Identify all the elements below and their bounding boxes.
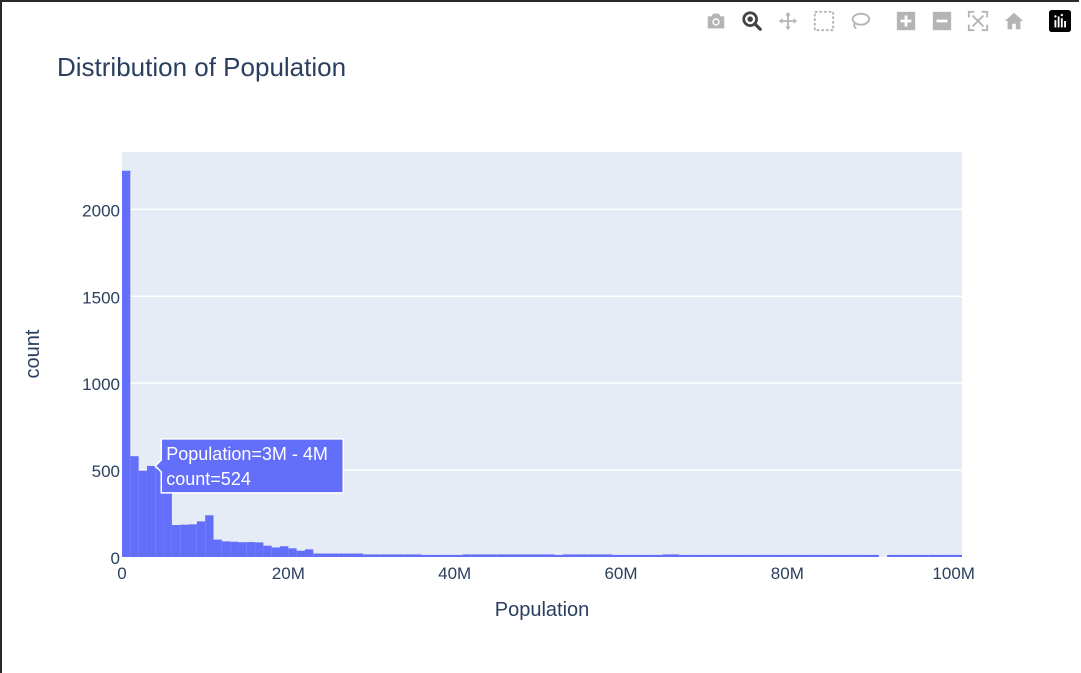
- lasso-select-icon: [851, 12, 871, 30]
- zoom-button[interactable]: [739, 8, 765, 34]
- box-select-icon: [813, 10, 835, 32]
- pan-icon: [778, 11, 798, 31]
- zoom-out-button[interactable]: [929, 8, 955, 34]
- camera-icon: [707, 13, 725, 29]
- autoscale-icon: [967, 10, 989, 32]
- autoscale-button[interactable]: [965, 8, 991, 34]
- reset-axes-icon: [1004, 12, 1024, 30]
- zoom-in-icon: [896, 11, 916, 31]
- pan-button[interactable]: [775, 8, 801, 34]
- lasso-select-button[interactable]: [847, 8, 873, 34]
- zoom-out-icon: [932, 11, 952, 31]
- plotly-logo-button[interactable]: [1047, 8, 1073, 34]
- plotly-logo-icon: [1049, 10, 1071, 32]
- zoom-icon: [742, 11, 762, 31]
- reset-axes-button[interactable]: [1001, 8, 1027, 34]
- modebar: [693, 8, 1073, 34]
- box-select-button[interactable]: [811, 8, 837, 34]
- zoom-in-button[interactable]: [893, 8, 919, 34]
- download-png-button[interactable]: [703, 8, 729, 34]
